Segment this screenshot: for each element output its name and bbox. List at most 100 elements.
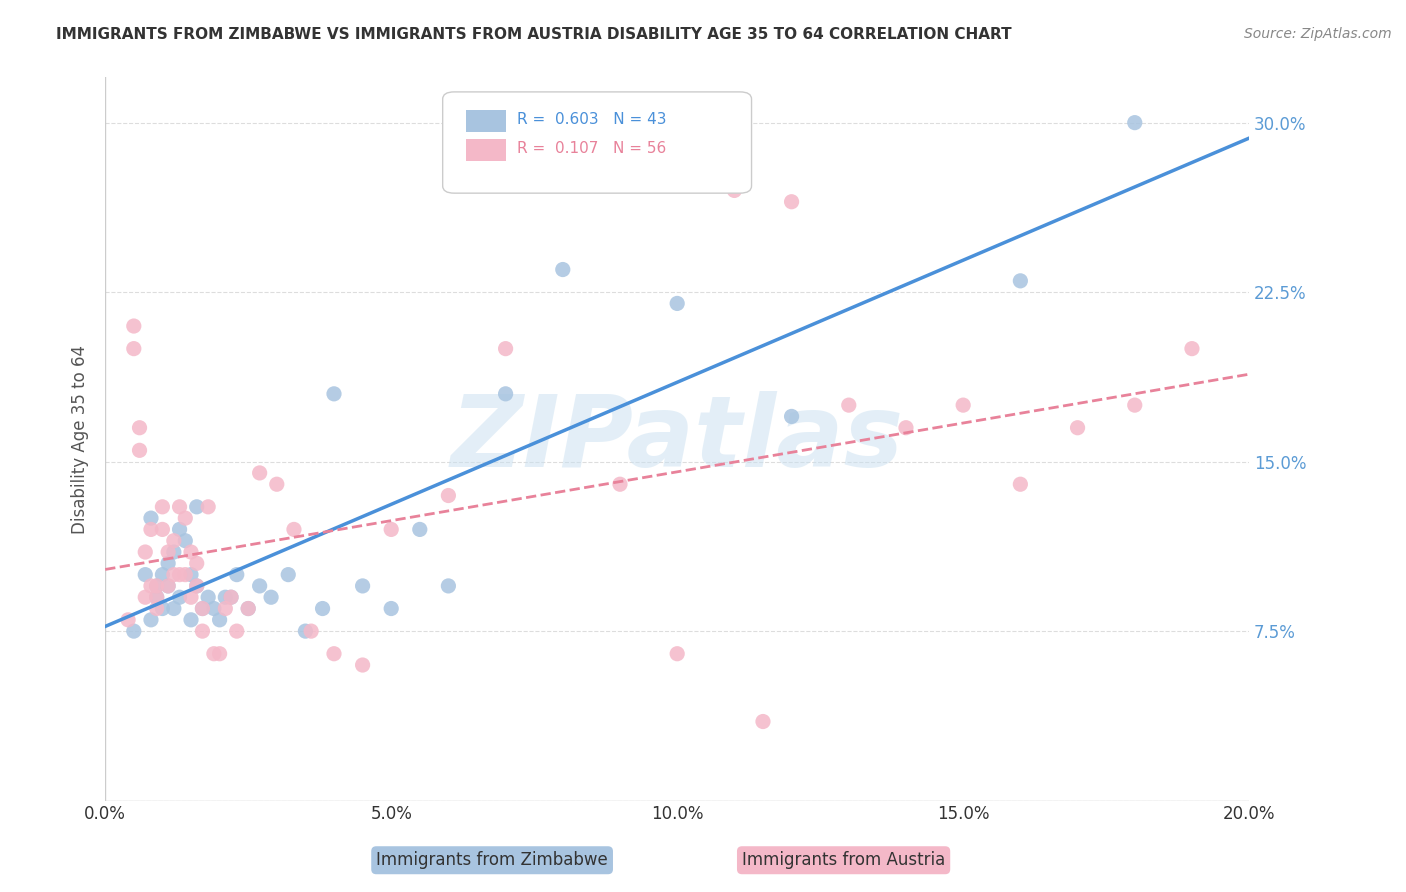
Point	[186, 579, 208, 593]
Point	[134, 591, 156, 605]
Point	[169, 500, 191, 514]
Point	[157, 545, 180, 559]
Point	[169, 567, 191, 582]
Point	[134, 567, 156, 582]
Point	[352, 658, 374, 673]
Point	[128, 421, 150, 435]
Point	[117, 613, 139, 627]
Point	[1123, 115, 1146, 129]
Point	[122, 319, 145, 334]
Point	[437, 489, 460, 503]
Point	[225, 567, 247, 582]
Text: R =  0.603   N = 43: R = 0.603 N = 43	[517, 112, 666, 127]
Point	[186, 579, 208, 593]
Point	[266, 477, 288, 491]
Text: ZIPatlas: ZIPatlas	[450, 391, 904, 488]
Point	[152, 601, 174, 615]
Point	[180, 545, 202, 559]
Point	[780, 194, 803, 209]
Point	[139, 511, 162, 525]
Point	[838, 398, 860, 412]
Point	[238, 601, 260, 615]
Point	[139, 523, 162, 537]
FancyBboxPatch shape	[443, 92, 752, 194]
Point	[208, 647, 231, 661]
Point	[191, 601, 214, 615]
Point	[1066, 421, 1088, 435]
Point	[1010, 477, 1032, 491]
Point	[202, 601, 225, 615]
Point	[145, 591, 167, 605]
Point	[208, 613, 231, 627]
Point	[752, 714, 775, 729]
Point	[894, 421, 917, 435]
Point	[952, 398, 974, 412]
Text: Immigrants from Zimbabwe: Immigrants from Zimbabwe	[377, 851, 607, 869]
Point	[197, 500, 219, 514]
Point	[191, 624, 214, 639]
Point	[145, 591, 167, 605]
Text: Source: ZipAtlas.com: Source: ZipAtlas.com	[1244, 27, 1392, 41]
Point	[323, 647, 346, 661]
Point	[323, 387, 346, 401]
Point	[169, 523, 191, 537]
Point	[145, 579, 167, 593]
Text: Immigrants from Austria: Immigrants from Austria	[742, 851, 945, 869]
Bar	[465, 139, 506, 161]
Bar	[465, 110, 506, 132]
Point	[249, 579, 271, 593]
Point	[139, 613, 162, 627]
Point	[174, 533, 197, 548]
Point	[197, 591, 219, 605]
Point	[169, 591, 191, 605]
Point	[1181, 342, 1204, 356]
Point	[1123, 398, 1146, 412]
Point	[380, 601, 402, 615]
Point	[219, 591, 242, 605]
Point	[551, 262, 574, 277]
Point	[277, 567, 299, 582]
Point	[145, 579, 167, 593]
Point	[122, 342, 145, 356]
Point	[202, 647, 225, 661]
Point	[174, 511, 197, 525]
Point	[134, 545, 156, 559]
Text: IMMIGRANTS FROM ZIMBABWE VS IMMIGRANTS FROM AUSTRIA DISABILITY AGE 35 TO 64 CORR: IMMIGRANTS FROM ZIMBABWE VS IMMIGRANTS F…	[56, 27, 1012, 42]
Point	[495, 342, 517, 356]
Point	[352, 579, 374, 593]
Point	[174, 567, 197, 582]
Point	[122, 624, 145, 639]
Point	[437, 579, 460, 593]
Point	[180, 613, 202, 627]
Point	[191, 601, 214, 615]
Point	[495, 387, 517, 401]
Point	[163, 545, 186, 559]
Point	[283, 523, 305, 537]
Text: R =  0.107   N = 56: R = 0.107 N = 56	[517, 141, 666, 156]
Point	[219, 591, 242, 605]
Point	[260, 591, 283, 605]
Point	[157, 579, 180, 593]
Point	[186, 500, 208, 514]
Point	[139, 579, 162, 593]
Point	[299, 624, 322, 639]
Point	[380, 523, 402, 537]
Point	[180, 567, 202, 582]
Point	[780, 409, 803, 424]
Point	[157, 579, 180, 593]
Point	[152, 523, 174, 537]
Point	[163, 567, 186, 582]
Point	[666, 647, 689, 661]
Point	[1010, 274, 1032, 288]
Point	[163, 601, 186, 615]
Point	[152, 500, 174, 514]
Point	[666, 296, 689, 310]
Point	[225, 624, 247, 639]
Point	[145, 601, 167, 615]
Point	[214, 601, 236, 615]
Point	[238, 601, 260, 615]
Point	[249, 466, 271, 480]
Point	[723, 183, 745, 197]
Point	[152, 567, 174, 582]
Point	[186, 557, 208, 571]
